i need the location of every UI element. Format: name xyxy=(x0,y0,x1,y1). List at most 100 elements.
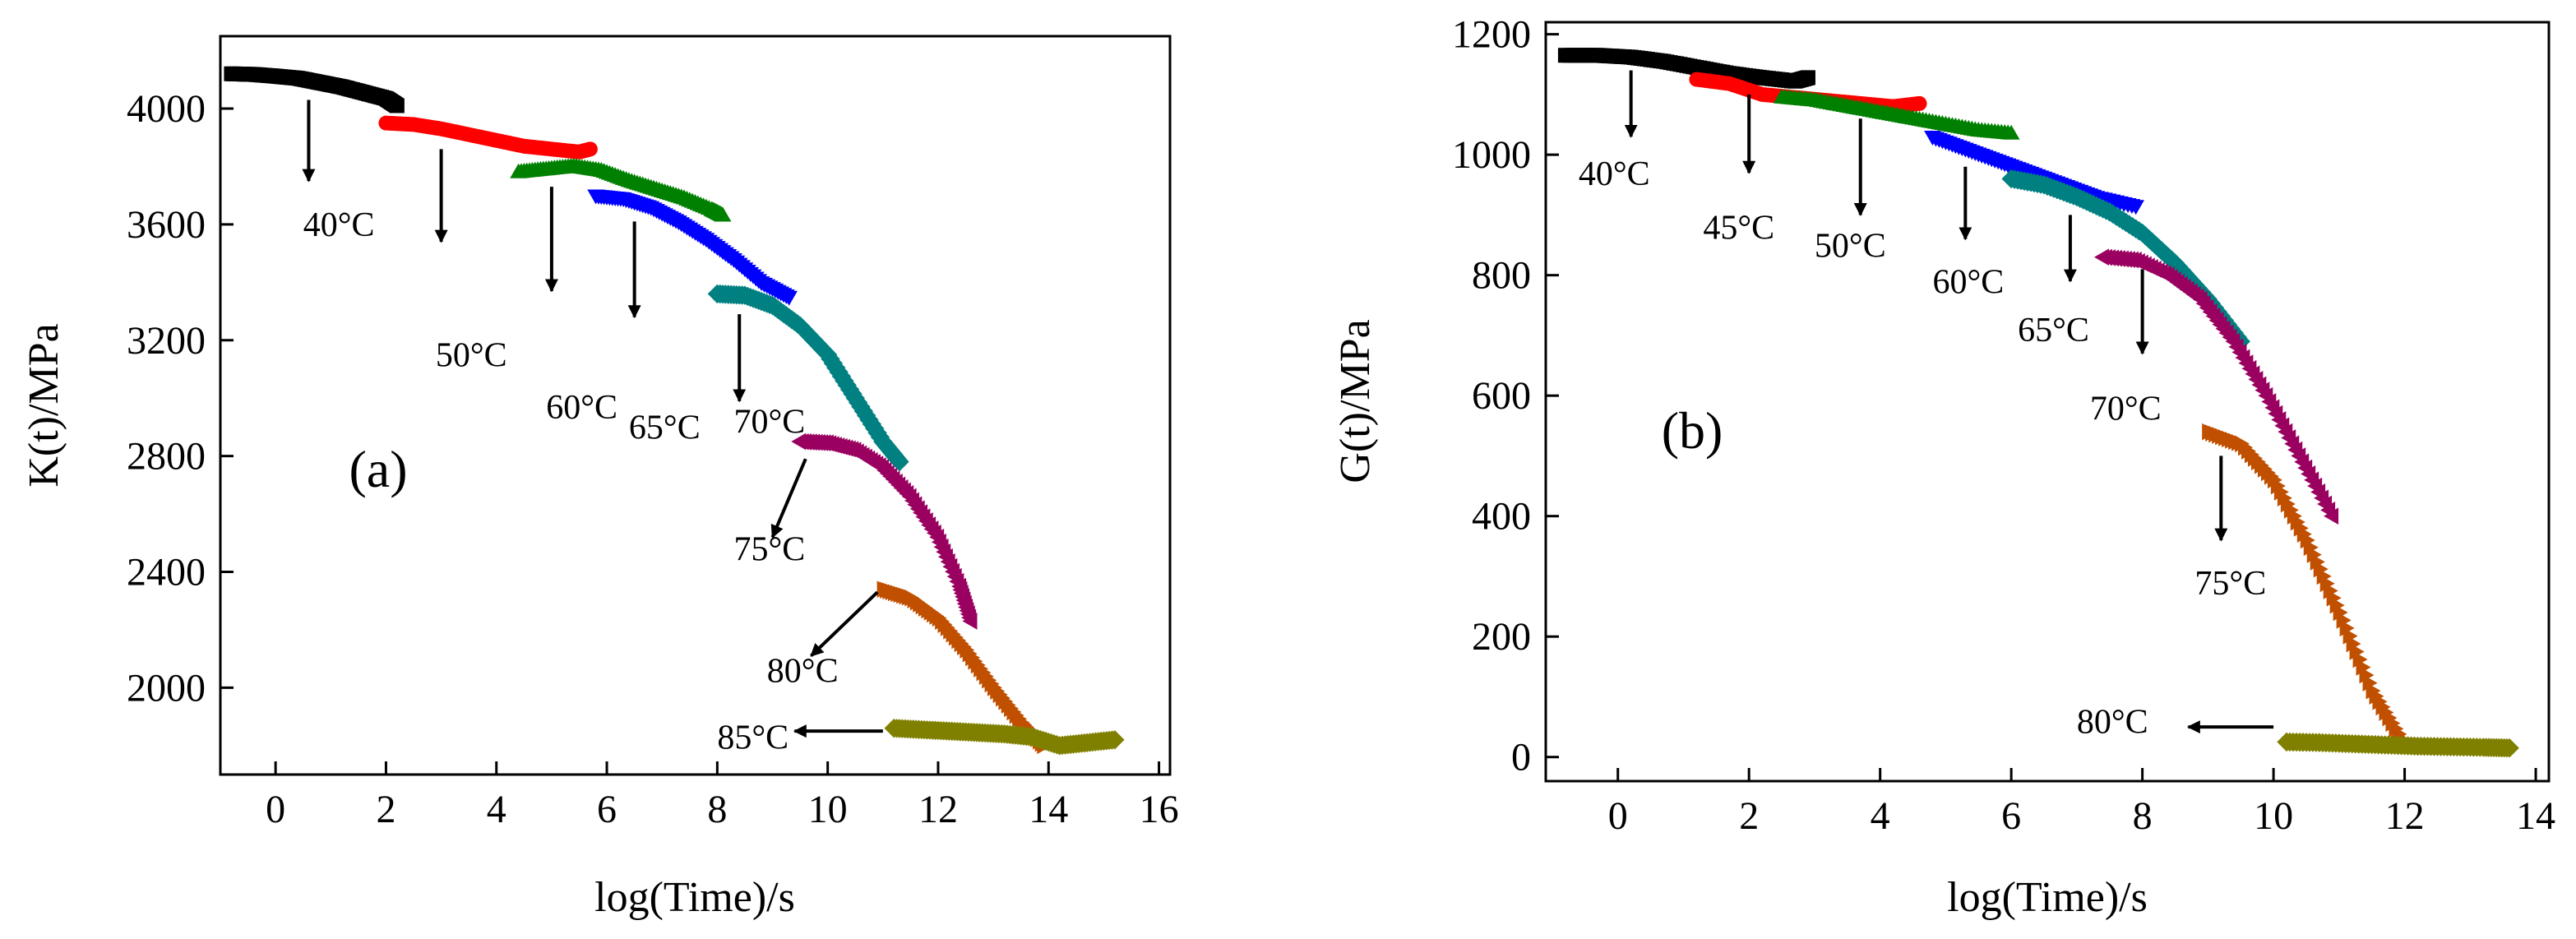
x-tick-label: 12 xyxy=(2385,794,2425,838)
series-70c xyxy=(2093,248,2339,525)
series-50c xyxy=(1773,88,2020,140)
annotation-50c: 50°C xyxy=(1815,118,1886,266)
x-tick-label: 4 xyxy=(487,788,506,831)
temperature-label: 50°C xyxy=(1815,228,1886,266)
temperature-label: 60°C xyxy=(546,389,617,427)
annotation-75c: 75°C xyxy=(734,458,807,568)
temperature-label: 70°C xyxy=(2090,390,2162,428)
temperature-label: 75°C xyxy=(2194,565,2266,603)
series-80c xyxy=(2277,732,2519,758)
data-point xyxy=(962,613,978,630)
x-tick-label: 14 xyxy=(1029,788,1068,831)
y-tick-label: 2000 xyxy=(127,666,206,710)
data-point xyxy=(1105,730,1125,750)
x-tick-label: 2 xyxy=(376,788,395,831)
y-tick-label: 4000 xyxy=(127,87,206,131)
temperature-label: 40°C xyxy=(1579,155,1650,193)
temperature-label: 75°C xyxy=(734,530,806,568)
x-tick-label: 6 xyxy=(597,788,617,831)
series-70c xyxy=(707,284,909,472)
annotation-65c: 65°C xyxy=(2018,215,2089,349)
x-tick-label: 10 xyxy=(2254,794,2293,838)
axis-ticks-a: 0 2 4 6 8 10 12 14 16 2000 2400 2800 3200 3600 4000 xyxy=(127,87,1179,831)
y-tick-label: 600 xyxy=(1472,374,1531,418)
temperature-label: 60°C xyxy=(1932,264,2004,302)
y-tick-label: 2800 xyxy=(127,435,206,479)
series-60c xyxy=(510,157,732,222)
data-point xyxy=(2002,124,2020,140)
x-tick-label: 0 xyxy=(1608,794,1628,838)
x-tick-label: 8 xyxy=(2133,794,2153,838)
annotation-45c: 45°C xyxy=(1703,94,1774,247)
annotation-70c: 70°C xyxy=(733,314,806,441)
temperature-label: 40°C xyxy=(303,206,375,244)
y-tick-label: 800 xyxy=(1472,254,1531,298)
y-tick-label: 3200 xyxy=(127,319,206,363)
annotation-layer-b: 40°C 45°C 50°C 60°C 65°C 70°C 75°C 80°C xyxy=(1579,70,2274,741)
temperature-label: 50°C xyxy=(436,336,507,374)
x-tick-label: 14 xyxy=(2516,794,2555,838)
temperature-label: 85°C xyxy=(717,719,789,756)
annotation-80c: 80°C xyxy=(2077,703,2274,741)
annotation-arrow xyxy=(770,458,807,539)
data-point xyxy=(780,290,798,306)
series-layer-a xyxy=(224,66,1125,756)
x-axis-label-a: log(Time)/s xyxy=(594,874,795,921)
series-40c xyxy=(224,66,405,113)
x-tick-label: 10 xyxy=(808,788,848,831)
y-tick-label: 400 xyxy=(1472,495,1531,539)
data-point xyxy=(1800,70,1815,86)
x-tick-label: 6 xyxy=(2001,794,2021,838)
annotation-75c: 75°C xyxy=(2194,456,2266,603)
data-point xyxy=(582,141,598,157)
y-tick-label: 3600 xyxy=(127,203,206,247)
x-tick-label: 12 xyxy=(918,788,958,831)
data-point xyxy=(1912,95,1927,111)
y-tick-label: 2400 xyxy=(127,550,206,594)
series-40c xyxy=(1557,48,1815,89)
data-point xyxy=(714,206,732,222)
annotation-60c: 60°C xyxy=(1932,166,2004,302)
panel-label-b: (b) xyxy=(1662,401,1723,460)
annotation-80c: 80°C xyxy=(767,590,879,690)
temperature-label: 45°C xyxy=(1703,210,1774,247)
series-75c xyxy=(791,432,978,630)
annotation-65c: 65°C xyxy=(627,221,701,446)
data-point xyxy=(890,451,909,472)
plot-frame-b xyxy=(1544,21,2551,783)
series-50c xyxy=(378,115,598,160)
annotation-50c: 50°C xyxy=(434,149,507,374)
annotation-85c: 85°C xyxy=(717,719,883,756)
series-75c xyxy=(2202,423,2414,754)
temperature-label: 80°C xyxy=(767,652,839,690)
x-tick-label: 0 xyxy=(266,788,285,831)
annotation-40c: 40°C xyxy=(302,99,375,244)
x-tick-label: 8 xyxy=(707,788,727,831)
annotation-60c: 60°C xyxy=(544,187,617,427)
annotation-70c: 70°C xyxy=(2090,269,2162,428)
x-tick-label: 4 xyxy=(1871,794,1890,838)
temperature-label: 70°C xyxy=(734,403,806,441)
data-point xyxy=(389,98,405,113)
series-85c xyxy=(884,718,1125,756)
x-tick-label: 16 xyxy=(1140,788,1179,831)
annotation-arrow xyxy=(810,590,879,658)
annotation-layer-a: 40°C 50°C 60°C 65°C 70°C 75°C 80°C 85°C xyxy=(302,99,883,756)
series-layer-b xyxy=(1557,48,2519,758)
series-60c xyxy=(1924,130,2144,215)
y-tick-label: 200 xyxy=(1472,615,1531,659)
y-tick-label: 1200 xyxy=(1452,13,1531,57)
y-tick-label: 1000 xyxy=(1452,133,1531,177)
y-tick-label: 0 xyxy=(1511,736,1531,779)
series-65c xyxy=(587,189,798,306)
data-point xyxy=(2500,738,2519,758)
plot-frame-a xyxy=(219,35,1172,776)
panel-label-a: (a) xyxy=(349,440,407,498)
x-tick-label: 2 xyxy=(1739,794,1759,838)
data-point xyxy=(2127,200,2144,215)
y-axis-label-b: G(t)/MPa xyxy=(1332,319,1379,483)
temperature-label: 65°C xyxy=(2018,312,2089,349)
axis-ticks-b: 0 2 4 6 8 10 12 14 0 200 400 600 800 1000 1200 xyxy=(1452,13,2555,838)
chart-panel-b: 0 2 4 6 8 10 12 14 0 200 400 600 800 1000 1200 40°C 45°… xyxy=(1332,13,2555,921)
